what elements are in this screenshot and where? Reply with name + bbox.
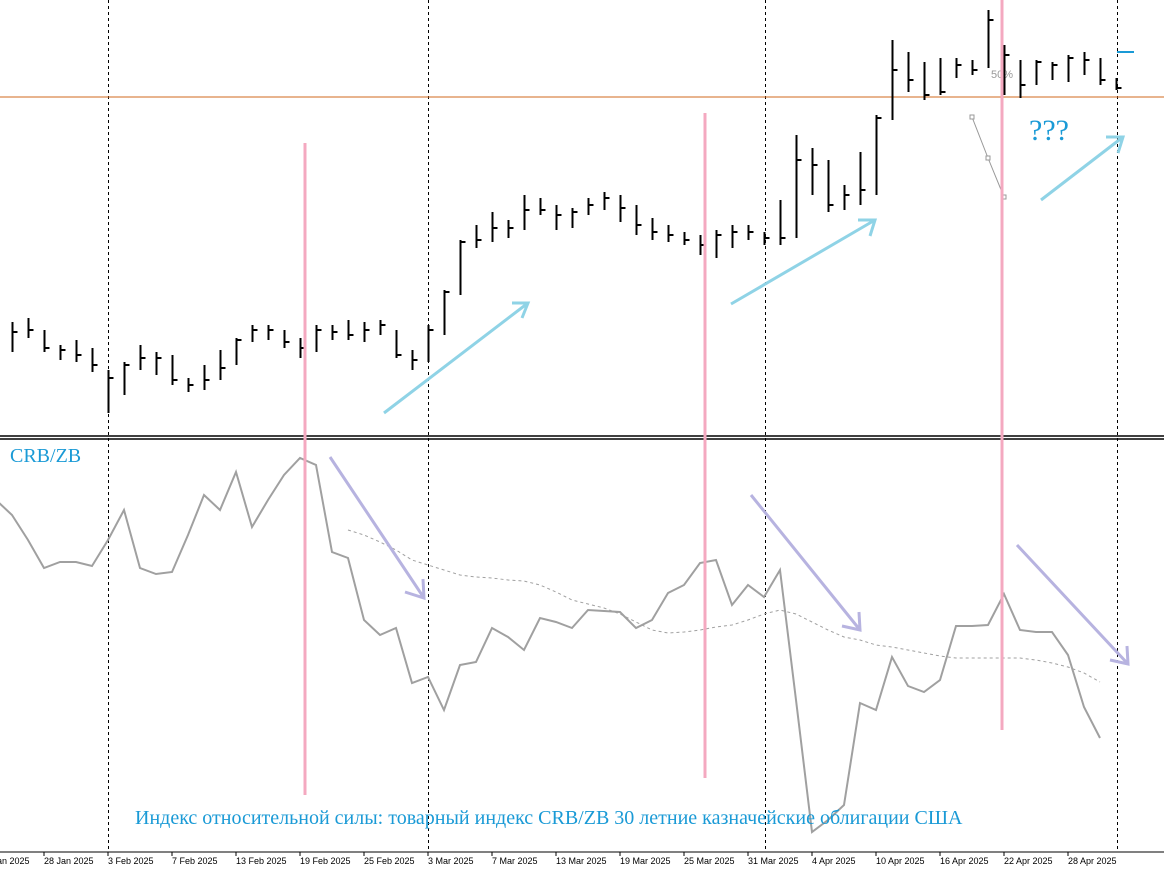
period-separators bbox=[108, 0, 1118, 852]
x-tick-label: 10 Apr 2025 bbox=[876, 856, 925, 866]
x-tick-label: 25 Feb 2025 bbox=[364, 856, 415, 866]
rsi-panel bbox=[0, 456, 1101, 834]
event-lines bbox=[303, 0, 1004, 795]
x-tick-label: 28 Jan 2025 bbox=[44, 856, 94, 866]
arrow bbox=[328, 456, 426, 601]
x-tick-label: 7 Mar 2025 bbox=[492, 856, 538, 866]
x-tick-label: 22 Apr 2025 bbox=[1004, 856, 1053, 866]
arrow bbox=[1040, 135, 1126, 202]
x-tick-label: 16 Apr 2025 bbox=[940, 856, 989, 866]
x-tick-label: 19 Feb 2025 bbox=[300, 856, 351, 866]
x-tick-label: 3 Feb 2025 bbox=[108, 856, 154, 866]
x-tick-label: 13 Mar 2025 bbox=[556, 856, 607, 866]
arrow bbox=[1015, 543, 1130, 666]
x-tick-label: 13 Feb 2025 bbox=[236, 856, 287, 866]
x-tick-label: 31 Mar 2025 bbox=[748, 856, 799, 866]
x-tick-label: 19 Mar 2025 bbox=[620, 856, 671, 866]
price-panel bbox=[11, 10, 1122, 413]
question-label: ??? bbox=[1029, 114, 1069, 147]
x-tick-label: 25 Mar 2025 bbox=[684, 856, 735, 866]
fib-handle bbox=[985, 155, 991, 161]
fib-handle bbox=[969, 114, 975, 120]
caption: Индекс относительной силы: товарный инде… bbox=[135, 807, 963, 829]
x-tick-label: 28 Apr 2025 bbox=[1068, 856, 1117, 866]
x-tick-label: 3 Mar 2025 bbox=[428, 856, 474, 866]
rsi-line bbox=[0, 456, 1101, 834]
arrow bbox=[383, 301, 531, 415]
down-arrows bbox=[328, 456, 1130, 666]
panel-title: CRB/ZB bbox=[10, 445, 81, 467]
moving-average bbox=[347, 529, 1101, 683]
up-arrows bbox=[383, 135, 1126, 415]
x-tick-label: 4 Apr 2025 bbox=[812, 856, 856, 866]
x-tick-label: 7 Feb 2025 bbox=[172, 856, 218, 866]
x-axis-labels: 22 Jan 2025 28 Jan 2025 3 Feb 2025 7 Feb 20… bbox=[0, 852, 1117, 866]
arrow bbox=[730, 218, 878, 306]
x-tick-label: 22 Jan 2025 bbox=[0, 856, 30, 866]
arrow bbox=[749, 494, 862, 632]
